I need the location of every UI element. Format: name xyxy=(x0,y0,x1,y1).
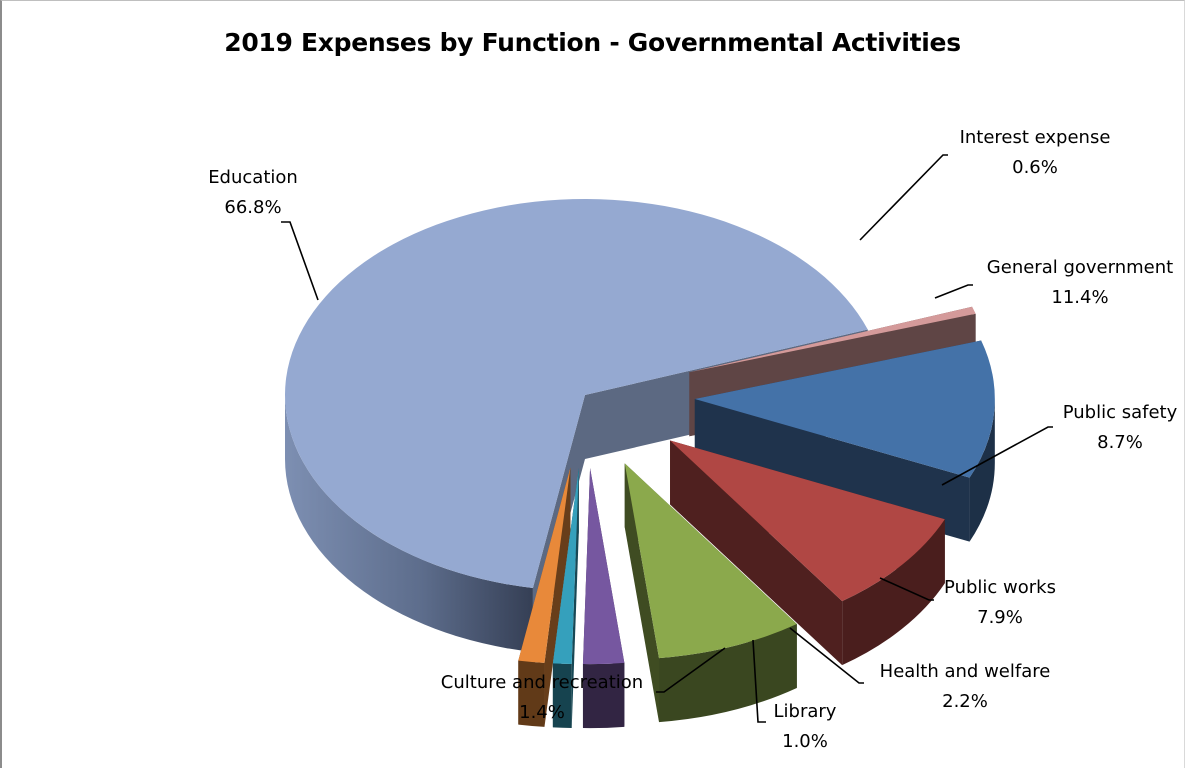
slice-label-interest-expense: Interest expense xyxy=(960,127,1111,148)
slice-wall-general-government-1 xyxy=(694,398,970,542)
slice-value-public-works: 7.9% xyxy=(977,607,1023,628)
slice-top-library xyxy=(552,468,579,665)
slice-library xyxy=(552,468,579,729)
slice-top-general-government xyxy=(694,340,995,478)
leader-line-health-and-welfare xyxy=(789,627,864,684)
slice-value-public-safety: 8.7% xyxy=(1097,432,1143,453)
slice-value-culture-and-recreation: 1.4% xyxy=(519,702,565,723)
slice-side-general-government-0 xyxy=(969,398,995,542)
slice-value-interest-expense: 0.6% xyxy=(1012,157,1058,178)
slice-label-general-government: General government xyxy=(987,257,1173,278)
slice-label-education: Education xyxy=(208,167,298,188)
slice-top-public-works xyxy=(624,463,797,659)
slice-top-health-and-welfare xyxy=(582,468,625,665)
leader-line-public-safety xyxy=(941,426,1053,486)
slice-top-public-safety xyxy=(670,440,945,602)
slice-label-public-safety: Public safety xyxy=(1063,402,1178,423)
slice-label-culture-and-recreation: Culture and recreation xyxy=(441,672,643,693)
labels-layer: Education 66.8% Interest expense 0.6% Genera… xyxy=(208,127,1177,752)
slice-side-public-works-0 xyxy=(659,623,797,723)
slice-value-library: 1.0% xyxy=(782,731,828,752)
slice-top-interest-expense xyxy=(689,306,976,373)
slice-wall-public-safety-1 xyxy=(670,440,843,666)
leader-line-culture-and-recreation xyxy=(656,647,726,693)
slice-public-works xyxy=(624,463,797,723)
leader-line-interest-expense xyxy=(859,154,948,241)
slice-value-education: 66.8% xyxy=(224,197,281,218)
slice-value-general-government: 11.4% xyxy=(1051,287,1108,308)
slice-side-education-0 xyxy=(285,395,533,653)
slice-health-and-welfare xyxy=(582,468,625,729)
slice-general-government xyxy=(694,340,995,542)
slice-public-safety xyxy=(670,440,945,666)
leader-line-general-government xyxy=(934,284,973,299)
chart-title: 2019 Expenses by Function - Governmental… xyxy=(224,28,961,57)
slice-side-culture-and-recreation-0 xyxy=(518,660,545,727)
leader-line-education xyxy=(281,221,319,301)
leader-line-public-works xyxy=(879,577,934,601)
slice-label-public-works: Public works xyxy=(944,577,1056,598)
slice-top-culture-and-recreation xyxy=(518,467,571,663)
slice-side-library-0 xyxy=(552,663,572,729)
slices-layer xyxy=(285,198,995,729)
slice-side-public-safety-0 xyxy=(842,519,945,666)
slice-label-library: Library xyxy=(774,701,837,722)
slice-label-health-and-welfare: Health and welfare xyxy=(880,661,1051,682)
slice-value-health-and-welfare: 2.2% xyxy=(942,691,988,712)
slice-wall-public-works-1 xyxy=(624,463,660,723)
slice-top-education xyxy=(285,198,868,589)
leader-line-library xyxy=(752,639,766,723)
slice-culture-and-recreation xyxy=(518,467,571,727)
slice-side-health-and-welfare-0 xyxy=(582,662,625,729)
